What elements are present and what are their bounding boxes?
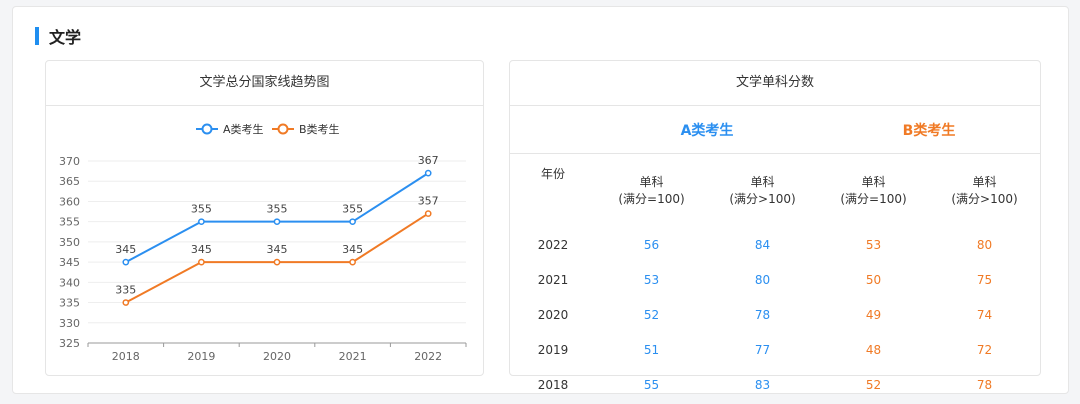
table-row: 2020 52 78 49 74 (510, 297, 1040, 332)
chart-title: 文学总分国家线趋势图 (46, 61, 483, 106)
cell-b1: 48 (865, 342, 882, 357)
x-tick-label: 2020 (263, 350, 291, 363)
cell-year: 2019 (537, 342, 569, 357)
data-label: 345 (267, 243, 288, 256)
section-header: 文学 (35, 24, 81, 48)
y-tick-label: 325 (59, 337, 80, 350)
cell-b2: 80 (976, 237, 993, 252)
trend-chart: 325 330 335 340 345 350 355 360 365 370 2018 2019 20… (59, 122, 467, 363)
y-tick-label: 345 (59, 256, 80, 269)
sub-header-line1: 单科 (639, 174, 664, 189)
sub-header-b2: 单科 (满分>100) (929, 154, 1040, 228)
cell-b1: 53 (865, 237, 882, 252)
sub-header-line1: 单科 (972, 174, 997, 189)
data-label: 367 (418, 154, 439, 167)
table-row: 2018 55 83 52 78 (510, 367, 1040, 402)
cell-b2: 78 (976, 377, 993, 392)
group-header-spacer (510, 106, 596, 154)
sub-header-line2: (满分>100) (729, 191, 796, 206)
y-tick-label: 330 (59, 317, 80, 330)
data-point (424, 169, 432, 177)
cell-a1: 51 (643, 342, 660, 357)
group-header-row: A类考生 B类考生 (510, 106, 1040, 154)
y-tick-label: 365 (59, 175, 80, 188)
group-b-header: B类考生 (818, 106, 1040, 154)
sub-header-line2: (满分=100) (840, 191, 907, 206)
x-tick-label: 2021 (339, 350, 367, 363)
cell-year: 2020 (537, 307, 569, 322)
cell-year: 2018 (537, 377, 569, 392)
sub-header-row: 年份 单科 (满分=100) 单科 (满分>100) 单科 (满分=100) 单科 (满… (510, 154, 1040, 228)
y-tick-label: 335 (59, 297, 80, 310)
legend-marker (277, 123, 289, 135)
data-point (122, 258, 130, 266)
sub-header-a1: 单科 (满分=100) (596, 154, 707, 228)
cell-a1: 52 (643, 307, 660, 322)
y-tick-label: 370 (59, 155, 80, 168)
sub-header-line1: 单科 (750, 174, 775, 189)
section-accent-bar (35, 27, 39, 45)
data-label: 345 (191, 243, 212, 256)
y-tick-label: 340 (59, 276, 80, 289)
data-label: 345 (115, 243, 136, 256)
data-label: 335 (115, 284, 136, 297)
section-title: 文学 (49, 28, 82, 47)
table-row: 2022 56 84 53 80 (510, 227, 1040, 262)
table-row: 2021 53 80 50 75 (510, 262, 1040, 297)
cell-a2: 78 (754, 307, 771, 322)
content-panel: 文学 文学总分国家线趋势图 325 330 335 340 345 350 355 360 36… (12, 6, 1069, 394)
data-point (273, 258, 281, 266)
data-label: 345 (342, 243, 363, 256)
sub-header-line2: (满分=100) (618, 191, 685, 206)
x-tick-label: 2019 (187, 350, 215, 363)
cell-a2: 84 (754, 237, 771, 252)
cell-year: 2021 (537, 272, 569, 287)
y-tick-label: 360 (59, 195, 80, 208)
data-point (349, 258, 356, 266)
score-table-card: 文学单科分数 A类考生 B类考生 年份 单科 (满分=100) 单科 (满分>100… (509, 60, 1041, 392)
sub-header-b1: 单科 (满分=100) (818, 154, 929, 228)
x-tick-label: 2022 (414, 350, 442, 363)
year-header: 年份 (540, 167, 565, 181)
data-point (273, 218, 281, 226)
data-label: 357 (418, 195, 439, 208)
cell-b1: 52 (865, 377, 882, 392)
sub-header-line1: 单科 (861, 174, 886, 189)
cell-b2: 74 (976, 307, 993, 322)
cell-a2: 83 (754, 377, 771, 392)
legend-label: B类考生 (299, 122, 340, 136)
data-point (424, 210, 432, 217)
sub-header-line2: (满分>100) (951, 191, 1018, 206)
cell-a1: 56 (643, 237, 660, 252)
group-a-header: A类考生 (596, 106, 818, 154)
y-tick-label: 350 (59, 236, 80, 249)
data-point (349, 218, 356, 226)
cell-b1: 50 (865, 272, 882, 287)
cell-a2: 80 (754, 272, 771, 287)
table-row: 2019 51 77 48 72 (510, 332, 1040, 367)
y-tick-label: 355 (59, 216, 80, 229)
cell-a1: 55 (643, 377, 660, 392)
data-point (198, 218, 205, 226)
table-title: 文学单科分数 (510, 61, 1040, 106)
data-point (122, 299, 130, 306)
cell-b2: 75 (976, 272, 993, 287)
data-label: 355 (342, 203, 363, 216)
cell-b1: 49 (865, 307, 882, 322)
legend-marker (201, 123, 213, 135)
cell-a2: 77 (754, 342, 771, 357)
data-point (198, 258, 205, 266)
sub-header-a2: 单科 (满分>100) (707, 154, 818, 228)
cell-b2: 72 (976, 342, 993, 357)
trend-chart-card: 文学总分国家线趋势图 325 330 335 340 345 350 355 360 365 37… (45, 60, 484, 376)
cell-year: 2022 (537, 237, 569, 252)
series-line-b (125, 212, 429, 304)
data-label: 355 (191, 203, 212, 216)
data-label: 355 (267, 203, 288, 216)
x-tick-label: 2018 (112, 350, 140, 363)
legend-label: A类考生 (223, 122, 264, 136)
cell-a1: 53 (643, 272, 660, 287)
score-table: A类考生 B类考生 年份 单科 (满分=100) 单科 (满分>100) 单科 (满分… (510, 106, 1040, 402)
